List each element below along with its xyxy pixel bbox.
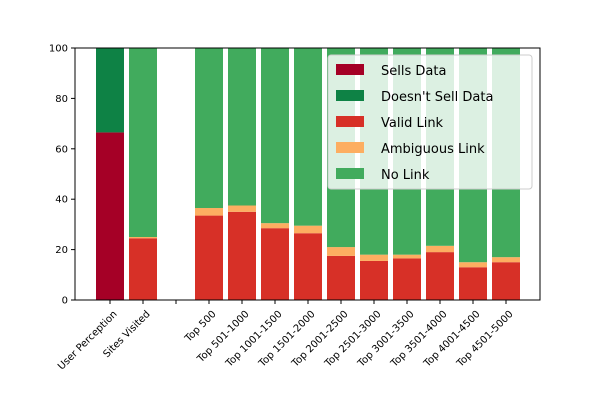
y-tick-label: 40 [55,195,68,206]
bar-segment [294,233,322,300]
bar-segment [195,208,223,216]
x-tick-label: Top 3001-3500 [355,309,416,370]
bar-segment [327,255,355,300]
bar-segment [360,260,388,300]
bar-segment [294,48,322,226]
legend-swatch [336,90,364,101]
legend-label: Valid Link [381,116,444,131]
bar-segment [261,223,289,229]
bar-segment [228,211,256,300]
bar-segment [459,262,487,268]
x-tick-label: Top 2501-3000 [322,309,383,370]
x-tick-label: Top 1001-1500 [223,309,284,370]
legend-label: Sells Data [381,64,446,79]
bar-segment [393,254,421,259]
y-tick-label: 100 [49,44,68,55]
y-tick-label: 60 [55,144,68,155]
bar-segment [96,132,124,300]
legend-box [327,54,533,190]
bar-segment [327,247,355,256]
x-tick-label: Top 1501-2000 [256,309,317,370]
bar-segment [129,48,157,237]
bar-segment [393,258,421,300]
bar-segment [96,48,124,133]
bar-segment [228,205,256,212]
legend-label: No Link [381,168,430,183]
bar-segment [426,245,454,253]
x-tick-label: User Perception [56,309,120,373]
bar-segment [360,254,388,261]
bar-segment [129,238,157,300]
bar-segment [228,48,256,206]
x-tick-label: Top 3501-4000 [388,309,449,370]
bar-segment [129,237,157,239]
x-tick-label: Top 2001-2500 [289,309,350,370]
bar-segment [261,228,289,300]
bar-segment [195,48,223,209]
legend-label: Ambiguous Link [381,142,485,157]
x-tick-label: Top 4001-4500 [421,309,482,370]
bar-segment [492,262,520,300]
bar-segment [261,48,289,224]
bar-segment [459,267,487,300]
y-tick-label: 20 [55,245,68,256]
legend-swatch [336,168,364,179]
legend-swatch [336,64,364,75]
bar-segment [492,257,520,263]
legend-label: Doesn't Sell Data [381,90,493,105]
bar-segment [195,215,223,300]
legend-swatch [336,116,364,127]
y-axis: 0 20 40 60 80 100 [49,44,75,307]
x-tick-label: Top 4501-5000 [454,309,515,370]
legend: Sells Data Doesn't Sell Data Valid Link Amb… [327,54,533,190]
bar-segment [426,252,454,300]
y-tick-label: 80 [55,94,68,105]
y-tick-label: 0 [62,296,68,307]
bar-segment [294,225,322,234]
legend-swatch [336,142,364,153]
